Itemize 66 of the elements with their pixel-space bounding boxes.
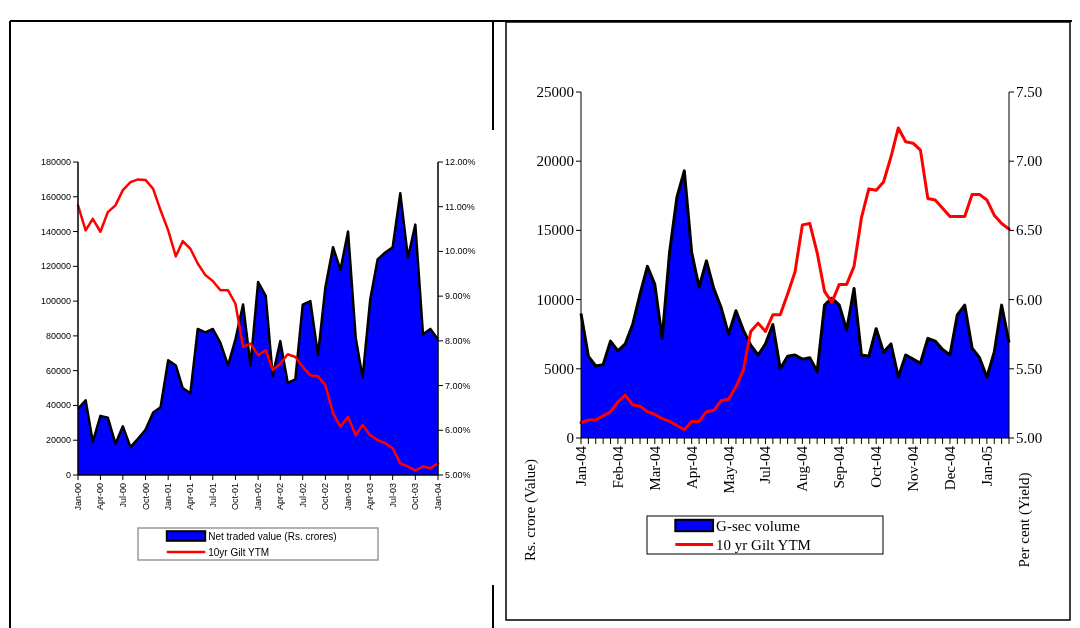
x-tick-label: Oct-02	[320, 483, 331, 511]
x-tick-label: Jan-05	[978, 446, 995, 486]
x-tick-label: Feb-04	[609, 445, 626, 489]
y-tick-label: 80000	[45, 330, 71, 341]
x-tick-label: Nov-04	[905, 445, 922, 492]
y2-tick-label: 7.50	[1016, 84, 1043, 100]
y2-tick-label: 10.00%	[445, 246, 476, 257]
legend-label: Net traded value (Rs. crores)	[208, 530, 337, 542]
y-tick-label: 60000	[45, 365, 71, 376]
legend-label: 10 yr Gilt YTM	[716, 536, 811, 553]
x-tick-label: May-04	[720, 445, 737, 494]
y-tick-label: 100000	[40, 296, 71, 307]
line-series	[579, 126, 1011, 432]
x-tick-label: Apr-02	[275, 483, 286, 511]
x-tick-label: Dec-04	[941, 445, 958, 491]
y-tick-label: 20000	[536, 153, 574, 170]
y2-tick-label: 5.00%	[445, 470, 471, 480]
y2-tick-label: 9.00%	[445, 291, 471, 302]
x-tick-label: Jul-00	[117, 483, 128, 508]
y2-tick-label: 12.00%	[445, 157, 476, 167]
y2-tick-label: 5.50	[1016, 360, 1043, 377]
y-tick-label: 5000	[544, 360, 574, 377]
y2-tick-label: 7.00%	[445, 380, 471, 391]
y-tick-label: 10000	[536, 291, 574, 308]
x-tick-label: Apr-03	[365, 483, 376, 511]
x-tick-label: Jan-04	[433, 483, 443, 511]
y-tick-label: 140000	[40, 226, 71, 237]
y2-tick-label: 6.00	[1016, 291, 1043, 308]
y2-tick-label: 7.00	[1016, 153, 1043, 170]
x-tick-label: Sep-04	[831, 445, 848, 489]
x-tick-label: Jan-01	[163, 483, 174, 511]
x-tick-label: Oct-03	[410, 483, 421, 511]
x-tick-label: Jan-04	[573, 445, 589, 486]
legend-label: G-sec volume	[716, 517, 801, 534]
x-tick-label: Jul-04	[757, 445, 774, 484]
y-tick-label: 160000	[40, 191, 71, 202]
y2-tick-label: 6.00%	[445, 425, 471, 436]
y2-tick-label: 6.50	[1016, 222, 1043, 239]
x-tick-label: Apr-00	[95, 483, 106, 511]
y-tick-label: 120000	[40, 261, 71, 272]
y-axis-title: Rs. crore (Value)	[522, 458, 539, 562]
x-tick-label: Jan-03	[343, 483, 354, 511]
x-tick-label: Oct-04	[868, 445, 885, 488]
y2-axis-title: Per cent (Yield)	[1016, 472, 1033, 568]
x-tick-label: Jul-03	[387, 483, 398, 508]
x-tick-label: Jul-01	[207, 483, 218, 508]
y-tick-label: 15000	[536, 222, 574, 239]
x-tick-label: Apr-01	[185, 483, 196, 511]
x-tick-label: Mar-04	[646, 445, 663, 491]
y-tick-label: 25000	[536, 84, 574, 100]
y-tick-label: 0	[566, 430, 574, 446]
x-tick-label: Jul-02	[297, 483, 308, 508]
y2-tick-label: 11.00%	[445, 201, 475, 212]
x-tick-label: Aug-04	[794, 445, 811, 492]
x-tick-label: Oct-01	[230, 483, 241, 511]
legend-label: 10yr Gilt YTM	[208, 546, 270, 558]
x-tick-label: Jan-00	[73, 483, 83, 511]
x-tick-label: Oct-00	[140, 483, 151, 511]
y-tick-label: 20000	[45, 435, 71, 446]
y-tick-label: 0	[65, 470, 71, 480]
y-tick-label: 180000	[40, 157, 71, 167]
y2-tick-label: 8.00%	[445, 335, 471, 346]
x-tick-label: Jan-02	[253, 483, 264, 511]
y-tick-label: 40000	[45, 400, 71, 411]
x-tick-label: Apr-04	[683, 445, 700, 490]
y2-tick-label: 5.00	[1016, 430, 1043, 446]
